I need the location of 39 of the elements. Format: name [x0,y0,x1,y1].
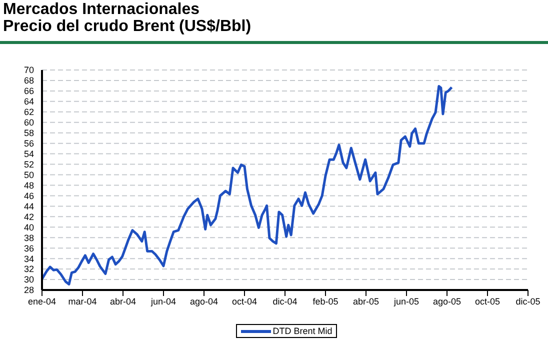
y-tick-label: 32 [24,264,34,274]
y-tick-label: 62 [24,107,34,118]
y-tick-label: 34 [24,254,34,264]
legend-label: DTD Brent Mid [272,326,332,336]
x-tick-label: dic-05 [516,296,540,306]
chart-subtitle: Precio del crudo Brent (US$/Bbl) [3,18,252,35]
y-tick-label: 60 [24,118,34,128]
x-tick-label: dic-04 [272,296,298,306]
x-tick-label: feb-05 [312,296,338,306]
y-tick-label: 30 [24,274,34,285]
x-tick-label: ago-04 [190,296,218,306]
y-tick-label: 66 [24,86,34,96]
x-tick-label: abr-04 [110,296,136,306]
x-tick-label: jun-04 [150,296,176,306]
y-tick-label: 56 [24,138,34,149]
y-tick-label: 50 [24,170,34,180]
y-tick-label: 44 [24,201,34,212]
y-tick-label: 54 [24,149,34,160]
y-tick-label: 52 [24,159,34,170]
y-tick-label: 36 [24,243,34,254]
y-tick-label: 70 [24,65,34,76]
y-tick-label: 64 [24,96,34,107]
x-tick-label: abr-05 [352,296,380,306]
line-series [42,84,453,286]
x-tick-label: mar-04 [68,296,97,306]
y-tick-label: 28 [24,285,34,296]
x-tick-label: oct-04 [232,296,258,306]
chart-title: Mercados Internacionales [3,1,201,18]
y-tick-label: 58 [24,128,34,138]
x-tick-label: ago-05 [432,296,462,306]
x-tick-label: jun-05 [392,296,420,306]
y-tick-label: 42 [24,212,34,222]
x-tick-label: oct-05 [474,296,500,306]
y-tick-label: 38 [24,232,34,243]
y-tick-label: 68 [24,76,34,86]
x-tick-label: ene-04 [28,296,56,306]
y-tick-label: 40 [24,222,34,232]
y-tick-label: 48 [24,180,34,190]
y-tick-label: 46 [24,190,34,201]
